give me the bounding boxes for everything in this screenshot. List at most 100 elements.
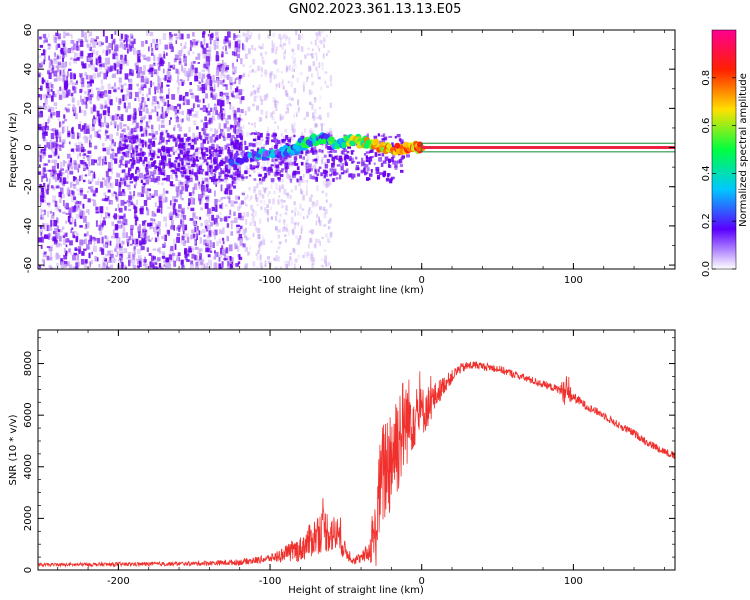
noise-cell [234, 201, 238, 204]
noise-cell [167, 75, 172, 80]
x-tick-label: -200 [107, 576, 130, 587]
noise-cell [187, 166, 191, 169]
noise-cell [194, 73, 198, 79]
band-cell [335, 155, 339, 160]
noise-cell [129, 68, 132, 75]
noise-cell [146, 190, 149, 197]
noise-cell [126, 60, 129, 66]
noise-cell [139, 72, 144, 78]
noise-cell [134, 98, 137, 101]
noise-cell [222, 46, 224, 50]
noise-cell [158, 142, 163, 145]
noise-cell [105, 170, 109, 177]
band-cell [190, 171, 194, 175]
noise-cell [79, 152, 81, 157]
noise-cell [104, 216, 107, 220]
noise-cell [253, 47, 256, 51]
noise-cell [180, 219, 183, 225]
band-cell [135, 166, 139, 170]
noise-cell [273, 190, 276, 195]
band-cell [296, 166, 300, 170]
noise-cell [192, 187, 195, 194]
band-cell [147, 144, 151, 149]
noise-cell [57, 61, 61, 66]
noise-cell [194, 227, 197, 233]
noise-cell [212, 232, 214, 237]
noise-cell [76, 80, 78, 83]
noise-cell [281, 71, 283, 74]
band-cell [119, 141, 122, 144]
noise-cell [199, 163, 203, 167]
noise-cell [289, 194, 292, 200]
noise-cell [119, 156, 123, 163]
band-cell [177, 134, 181, 139]
noise-cell [91, 49, 95, 55]
band-cell [377, 133, 380, 137]
noise-cell [272, 110, 275, 115]
band-cell [181, 167, 185, 170]
noise-cell [93, 106, 97, 112]
noise-cell [112, 39, 115, 42]
noise-cell [98, 159, 102, 166]
noise-cell [229, 77, 233, 83]
noise-cell [203, 128, 206, 136]
noise-cell [207, 103, 210, 109]
noise-cell [138, 107, 142, 112]
noise-cell [61, 40, 66, 45]
band-cell [254, 165, 258, 168]
noise-cell [113, 213, 117, 220]
band-cell [336, 164, 341, 167]
noise-cell [254, 210, 257, 217]
noise-cell [166, 84, 170, 87]
band-cell [316, 173, 320, 177]
noise-cell [307, 53, 310, 56]
noise-cell [164, 197, 169, 202]
noise-cell [300, 60, 302, 65]
band-cell [181, 142, 186, 146]
noise-cell [156, 208, 161, 213]
noise-cell [212, 242, 215, 248]
noise-cell [45, 83, 50, 89]
noise-cell [140, 116, 142, 123]
noise-cell [161, 60, 165, 64]
noise-cell [55, 65, 58, 68]
noise-cell [93, 159, 98, 163]
noise-cell [86, 167, 89, 170]
noise-cell [63, 126, 66, 133]
noise-cell [62, 239, 67, 245]
band-cell [211, 134, 215, 137]
noise-cell [175, 157, 178, 163]
band-cell [190, 144, 194, 150]
noise-cell [140, 233, 143, 239]
noise-cell [312, 115, 316, 121]
noise-cell [212, 107, 215, 114]
noise-cell [104, 156, 107, 162]
noise-cell [123, 248, 128, 253]
noise-cell [129, 191, 132, 195]
noise-cell [176, 237, 180, 243]
noise-cell [108, 162, 112, 169]
noise-cell [74, 246, 78, 251]
noise-cell [125, 35, 130, 38]
noise-cell [274, 100, 277, 106]
band-cell [179, 138, 184, 143]
noise-cell [176, 86, 180, 94]
band-cell [343, 170, 347, 174]
noise-cell [123, 201, 127, 204]
noise-cell [175, 36, 179, 40]
band-cell [273, 136, 277, 139]
noise-cell [144, 176, 148, 179]
noise-cell [323, 37, 326, 43]
colorbar-tick-label: 0.6 [701, 118, 712, 134]
noise-cell [135, 258, 140, 261]
noise-cell [185, 186, 189, 192]
noise-cell [156, 168, 159, 172]
noise-cell [227, 31, 231, 38]
noise-cell [183, 67, 187, 73]
noise-cell [57, 229, 61, 233]
noise-cell [86, 190, 89, 193]
noise-cell [176, 109, 180, 114]
noise-cell [87, 150, 92, 154]
noise-cell [170, 174, 173, 180]
noise-cell [201, 84, 205, 89]
